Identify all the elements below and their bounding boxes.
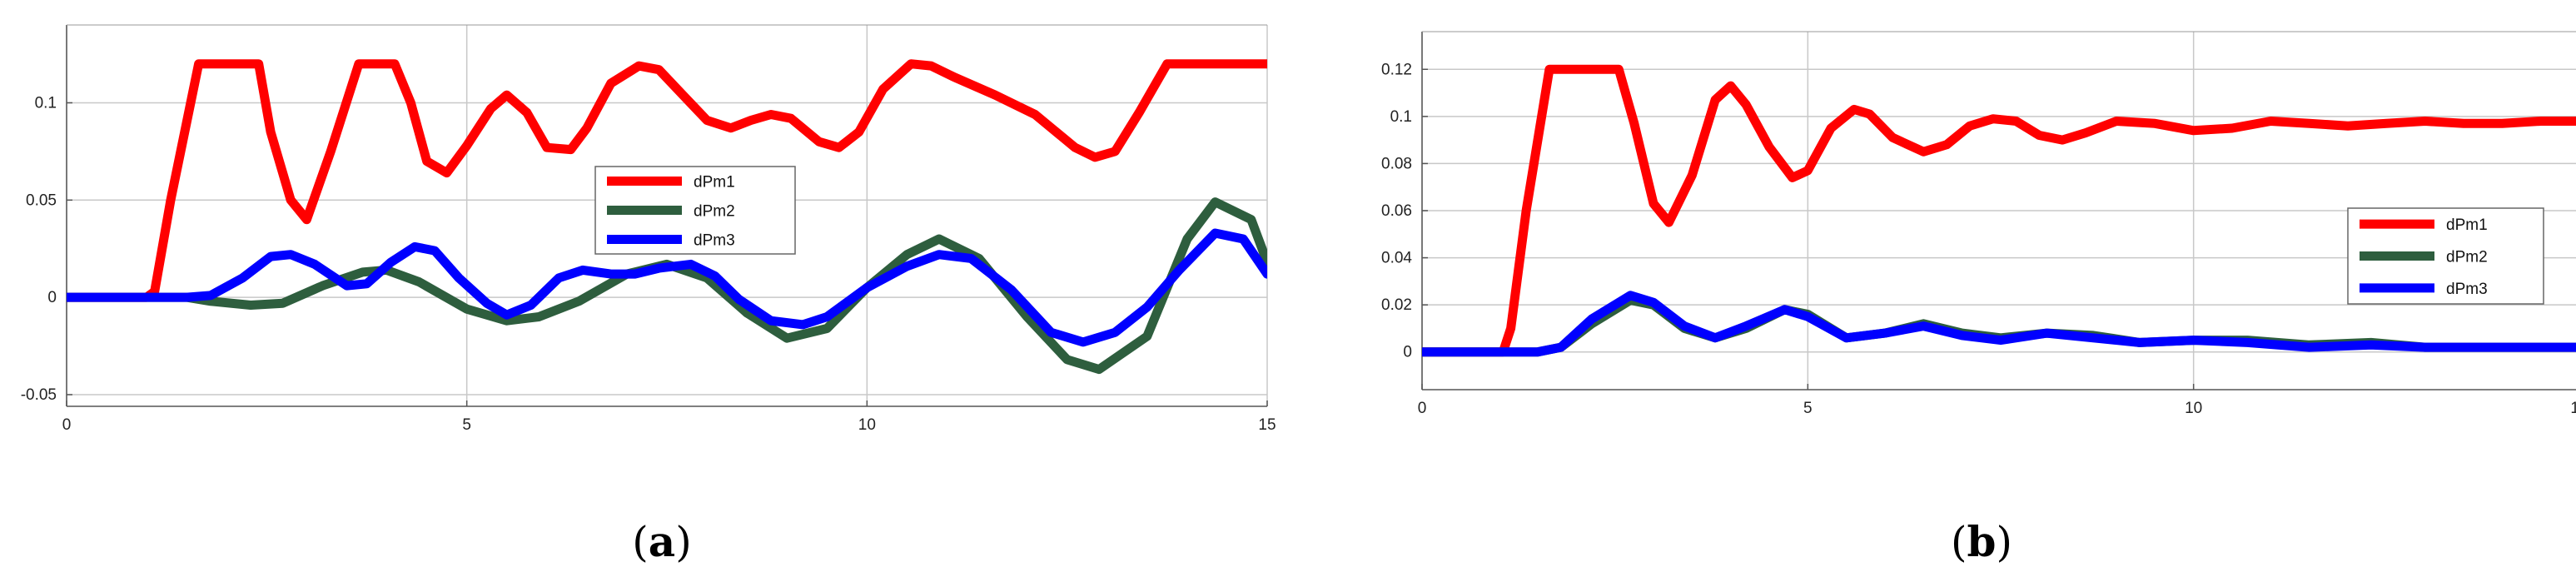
x-tick-label-a: 0 xyxy=(62,416,72,434)
x-tick-label-b: 10 xyxy=(2185,400,2202,417)
legend-label-dpm3-a: dPm3 xyxy=(694,232,735,250)
y-tick-label-b: 0.12 xyxy=(1381,61,1412,78)
legend-label-dpm1-b: dPm1 xyxy=(2446,216,2488,234)
y-tick-label-b: 0 xyxy=(1403,344,1412,361)
y-tick-label-b: 0.06 xyxy=(1381,202,1412,220)
y-tick-label-a: 0 xyxy=(47,289,57,306)
legend-label-dpm3-b: dPm3 xyxy=(2446,281,2488,298)
series-group-a xyxy=(67,59,1267,375)
legend-b: dPm1 dPm2 dPm3 xyxy=(2347,207,2544,305)
series-line-dpm1-b xyxy=(1422,64,2576,357)
x-tick-label-a: 10 xyxy=(858,416,876,434)
legend-label-dpm2-b: dPm2 xyxy=(2446,249,2488,266)
y-tick-label-b: 0.04 xyxy=(1381,250,1412,267)
x-tick-label-b: 5 xyxy=(1803,400,1813,417)
chart-a: 0 5 10 15 -0.05 0 0.05 0.1 dPm1 dPm2 dPm3 xyxy=(21,24,1276,434)
y-tick-label-b: 0.1 xyxy=(1390,108,1412,126)
x-tick-label-a: 15 xyxy=(1258,416,1276,434)
legend-label-dpm1-a: dPm1 xyxy=(694,174,735,192)
series-group-b xyxy=(1422,64,2576,357)
y-tick-label-a: -0.05 xyxy=(21,386,57,404)
caption-a: (a) xyxy=(632,517,691,566)
legend-label-dpm2-a: dPm2 xyxy=(694,203,735,221)
x-tick-label-a: 5 xyxy=(462,416,471,434)
y-tick-label-a: 0.1 xyxy=(35,94,57,112)
caption-b: (b) xyxy=(1951,517,2012,566)
caption-b-letter: b xyxy=(1967,517,1997,566)
x-tick-label-b: 0 xyxy=(1418,400,1427,417)
chart-b: 05101500.020.040.060.080.10.12dPm1dPm2dP… xyxy=(1381,31,2576,417)
caption-a-letter: a xyxy=(649,517,675,566)
series-line-dpm2-a xyxy=(67,197,1267,375)
y-tick-label-b: 0.02 xyxy=(1381,296,1412,314)
x-tick-label-b: 15 xyxy=(2570,400,2576,417)
series-line-dpm3-a xyxy=(67,228,1267,347)
legend-a: dPm1 dPm2 dPm3 xyxy=(594,166,796,255)
series-line-dpm3-b xyxy=(1422,291,2576,357)
y-tick-label-a: 0.05 xyxy=(26,192,57,209)
series-line-dpm1-a xyxy=(67,59,1267,302)
y-tick-label-b: 0.08 xyxy=(1381,155,1412,172)
